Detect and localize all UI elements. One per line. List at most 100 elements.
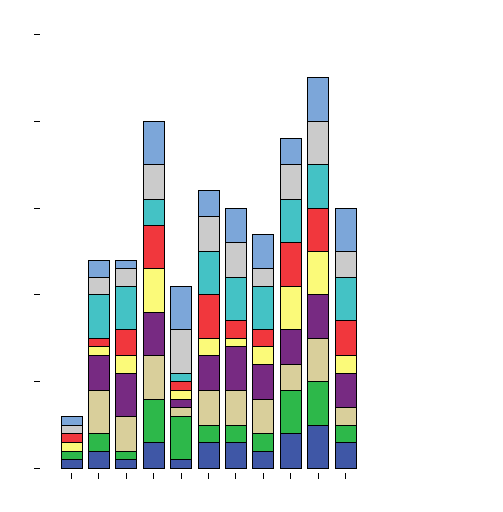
bar-segment-11-5 xyxy=(335,355,357,374)
bar-segment-4-6 xyxy=(143,225,165,269)
bar-segment-10-8 xyxy=(307,121,329,165)
bar-segment-10-4 xyxy=(307,294,329,339)
bar-segment-9-3 xyxy=(280,364,302,391)
bar-segment-9-7 xyxy=(280,199,302,243)
bar-segment-3-2 xyxy=(115,451,137,460)
bar-segment-1-6 xyxy=(61,433,83,443)
bar-segment-2-9 xyxy=(88,260,110,278)
bar-segment-7-4 xyxy=(225,346,247,391)
bar-segment-10-2 xyxy=(307,381,329,426)
bar-segment-11-9 xyxy=(335,208,357,252)
bar-segment-1-8 xyxy=(61,425,83,434)
bar-stack-2 xyxy=(88,260,110,469)
bars-group xyxy=(61,77,357,469)
bar-segment-10-3 xyxy=(307,338,329,382)
bar-segment-11-3 xyxy=(335,407,357,426)
bar-segment-10-1 xyxy=(307,425,329,469)
bar-segment-8-6 xyxy=(252,329,274,347)
bar-stack-1 xyxy=(61,416,83,469)
bar-segment-1-1 xyxy=(61,459,83,469)
bar-segment-9-1 xyxy=(280,433,302,469)
bar-stack-11 xyxy=(335,208,357,469)
bar-segment-8-7 xyxy=(252,286,274,330)
bar-segment-3-3 xyxy=(115,416,137,452)
bar-stack-6 xyxy=(198,190,220,469)
bar-segment-7-5 xyxy=(225,338,247,347)
bar-segment-7-9 xyxy=(225,208,247,243)
bar-segment-6-1 xyxy=(198,442,220,469)
bar-segment-1-9 xyxy=(61,416,83,426)
bar-segment-4-3 xyxy=(143,355,165,400)
bar-segment-10-7 xyxy=(307,164,329,209)
bar-segment-7-3 xyxy=(225,390,247,426)
bar-segment-5-7 xyxy=(170,373,192,382)
bar-segment-4-9 xyxy=(143,121,165,165)
bar-segment-9-2 xyxy=(280,390,302,434)
bar-segment-9-8 xyxy=(280,164,302,200)
bar-segment-8-4 xyxy=(252,364,274,400)
bar-segment-5-1 xyxy=(170,459,192,469)
bar-segment-4-7 xyxy=(143,199,165,226)
bar-segment-11-7 xyxy=(335,277,357,321)
bar-segment-9-4 xyxy=(280,329,302,365)
bar-segment-2-5 xyxy=(88,346,110,356)
bar-segment-9-5 xyxy=(280,286,302,330)
bar-segment-4-4 xyxy=(143,312,165,356)
bar-segment-2-7 xyxy=(88,294,110,339)
bar-segment-5-8 xyxy=(170,329,192,374)
bar-segment-4-5 xyxy=(143,268,165,313)
bar-segment-3-6 xyxy=(115,329,137,356)
bar-segment-9-9 xyxy=(280,138,302,165)
bar-stack-10 xyxy=(307,77,329,469)
bar-segment-6-9 xyxy=(198,190,220,217)
bar-segment-2-1 xyxy=(88,451,110,469)
bar-segment-11-6 xyxy=(335,320,357,356)
bar-segment-7-6 xyxy=(225,320,247,339)
bar-stack-4 xyxy=(143,121,165,469)
bar-segment-3-8 xyxy=(115,268,137,287)
bar-segment-3-4 xyxy=(115,373,137,417)
bar-segment-11-4 xyxy=(335,373,357,408)
bar-segment-6-6 xyxy=(198,294,220,339)
bar-segment-5-5 xyxy=(170,390,192,400)
bar-segment-10-5 xyxy=(307,251,329,295)
bar-segment-8-9 xyxy=(252,234,274,269)
bar-segment-10-9 xyxy=(307,77,329,122)
bar-segment-4-1 xyxy=(143,442,165,469)
bar-segment-1-2 xyxy=(61,451,83,460)
bar-segment-6-8 xyxy=(198,216,220,252)
bar-segment-5-2 xyxy=(170,416,192,460)
bar-segment-11-2 xyxy=(335,425,357,443)
bar-stack-3 xyxy=(115,260,137,469)
bar-stack-8 xyxy=(252,234,274,469)
bar-segment-2-2 xyxy=(88,433,110,452)
bar-segment-3-9 xyxy=(115,260,137,269)
bar-segment-2-8 xyxy=(88,277,110,295)
bar-segment-11-1 xyxy=(335,442,357,469)
bar-segment-4-8 xyxy=(143,164,165,200)
y-axis xyxy=(34,34,40,469)
bar-segment-11-8 xyxy=(335,251,357,278)
bar-segment-10-6 xyxy=(307,208,329,252)
bar-segment-3-7 xyxy=(115,286,137,330)
bar-stack-9 xyxy=(280,138,302,469)
bar-segment-6-7 xyxy=(198,251,220,295)
bar-segment-3-5 xyxy=(115,355,137,374)
bar-stack-5 xyxy=(170,286,192,469)
bar-segment-8-8 xyxy=(252,268,274,287)
bar-segment-5-3 xyxy=(170,407,192,417)
bar-segment-6-5 xyxy=(198,338,220,356)
bar-segment-6-3 xyxy=(198,390,220,426)
bar-segment-4-2 xyxy=(143,399,165,443)
bar-segment-3-1 xyxy=(115,459,137,469)
x-axis xyxy=(71,473,346,479)
bar-segment-8-5 xyxy=(252,346,274,365)
bar-segment-9-6 xyxy=(280,242,302,287)
bar-segment-5-9 xyxy=(170,286,192,330)
bar-segment-2-6 xyxy=(88,338,110,347)
bar-segment-7-8 xyxy=(225,242,247,278)
bar-segment-7-2 xyxy=(225,425,247,443)
bar-segment-5-4 xyxy=(170,399,192,408)
bar-segment-2-4 xyxy=(88,355,110,391)
